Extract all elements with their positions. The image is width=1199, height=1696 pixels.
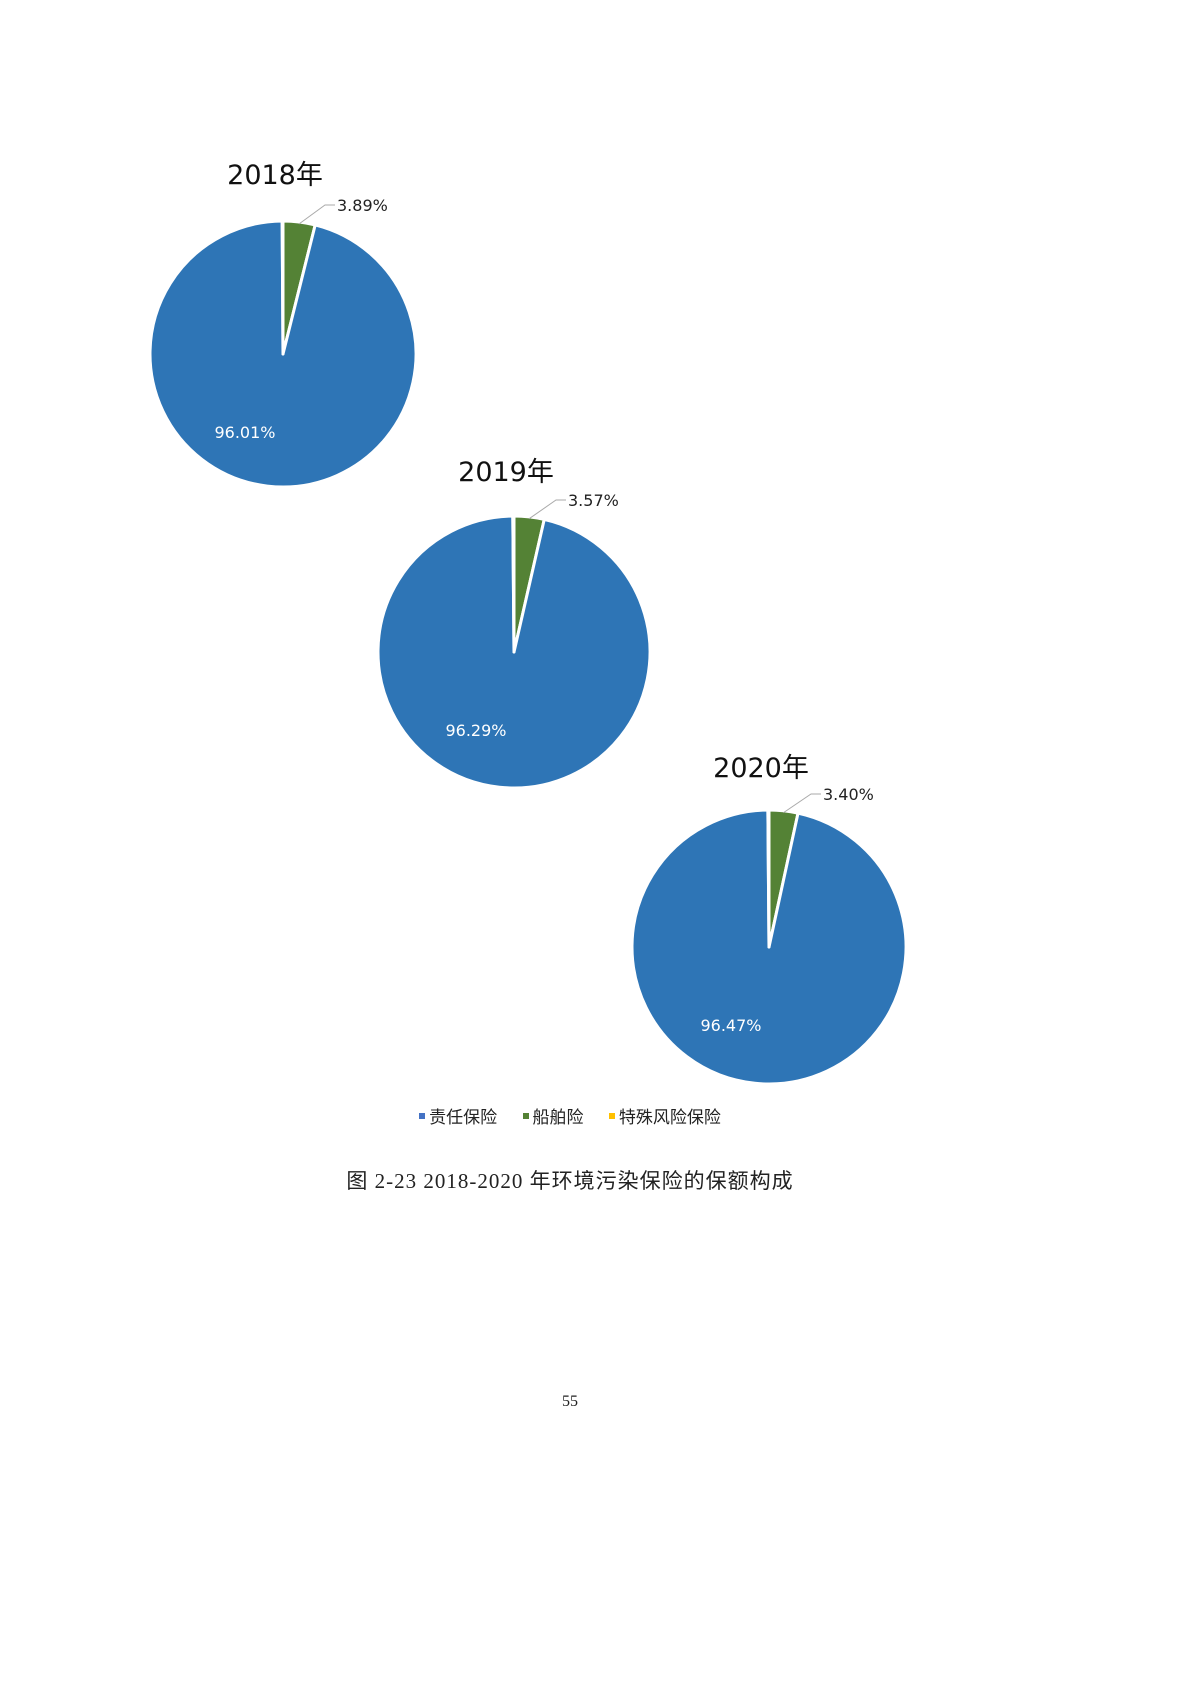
pie-slice-special <box>280 219 285 356</box>
data-label-liability: 96.47% <box>700 1016 761 1035</box>
data-label-liability: 96.01% <box>214 423 275 442</box>
legend-swatch <box>419 1112 426 1119</box>
data-label-liability: 96.29% <box>445 721 506 740</box>
legend-swatch <box>608 1112 615 1119</box>
data-label-ship: 3.89% <box>337 196 388 215</box>
legend-label: 特殊风险保险 <box>618 1108 721 1128</box>
pie-title: 2020年 <box>713 753 809 784</box>
page-number: 55 <box>562 1393 578 1410</box>
legend-item-special: 特殊风险保险 <box>608 1103 721 1128</box>
pie-title: 2018年 <box>227 160 323 191</box>
data-label-ship: 3.40% <box>823 785 874 804</box>
pie-slice-special <box>766 808 771 949</box>
legend-item-ship: 船舶险 <box>522 1103 584 1128</box>
legend-label: 责任保险 <box>429 1108 498 1128</box>
legend: 责任保险 船舶险 特殊风险保险 <box>0 1103 1140 1128</box>
data-label-ship: 3.57% <box>568 491 619 510</box>
figure-caption: 图 2-23 2018-2020 年环境污染保险的保额构成 <box>346 1169 794 1193</box>
leader-line <box>298 204 335 225</box>
legend-label: 船舶险 <box>532 1108 584 1128</box>
legend-item-liability: 责任保险 <box>419 1103 497 1128</box>
pie-title: 2019年 <box>458 457 554 488</box>
leader-line <box>528 499 566 520</box>
leader-line <box>783 793 821 814</box>
legend-swatch <box>522 1112 529 1119</box>
pie-slice-special <box>511 514 516 654</box>
